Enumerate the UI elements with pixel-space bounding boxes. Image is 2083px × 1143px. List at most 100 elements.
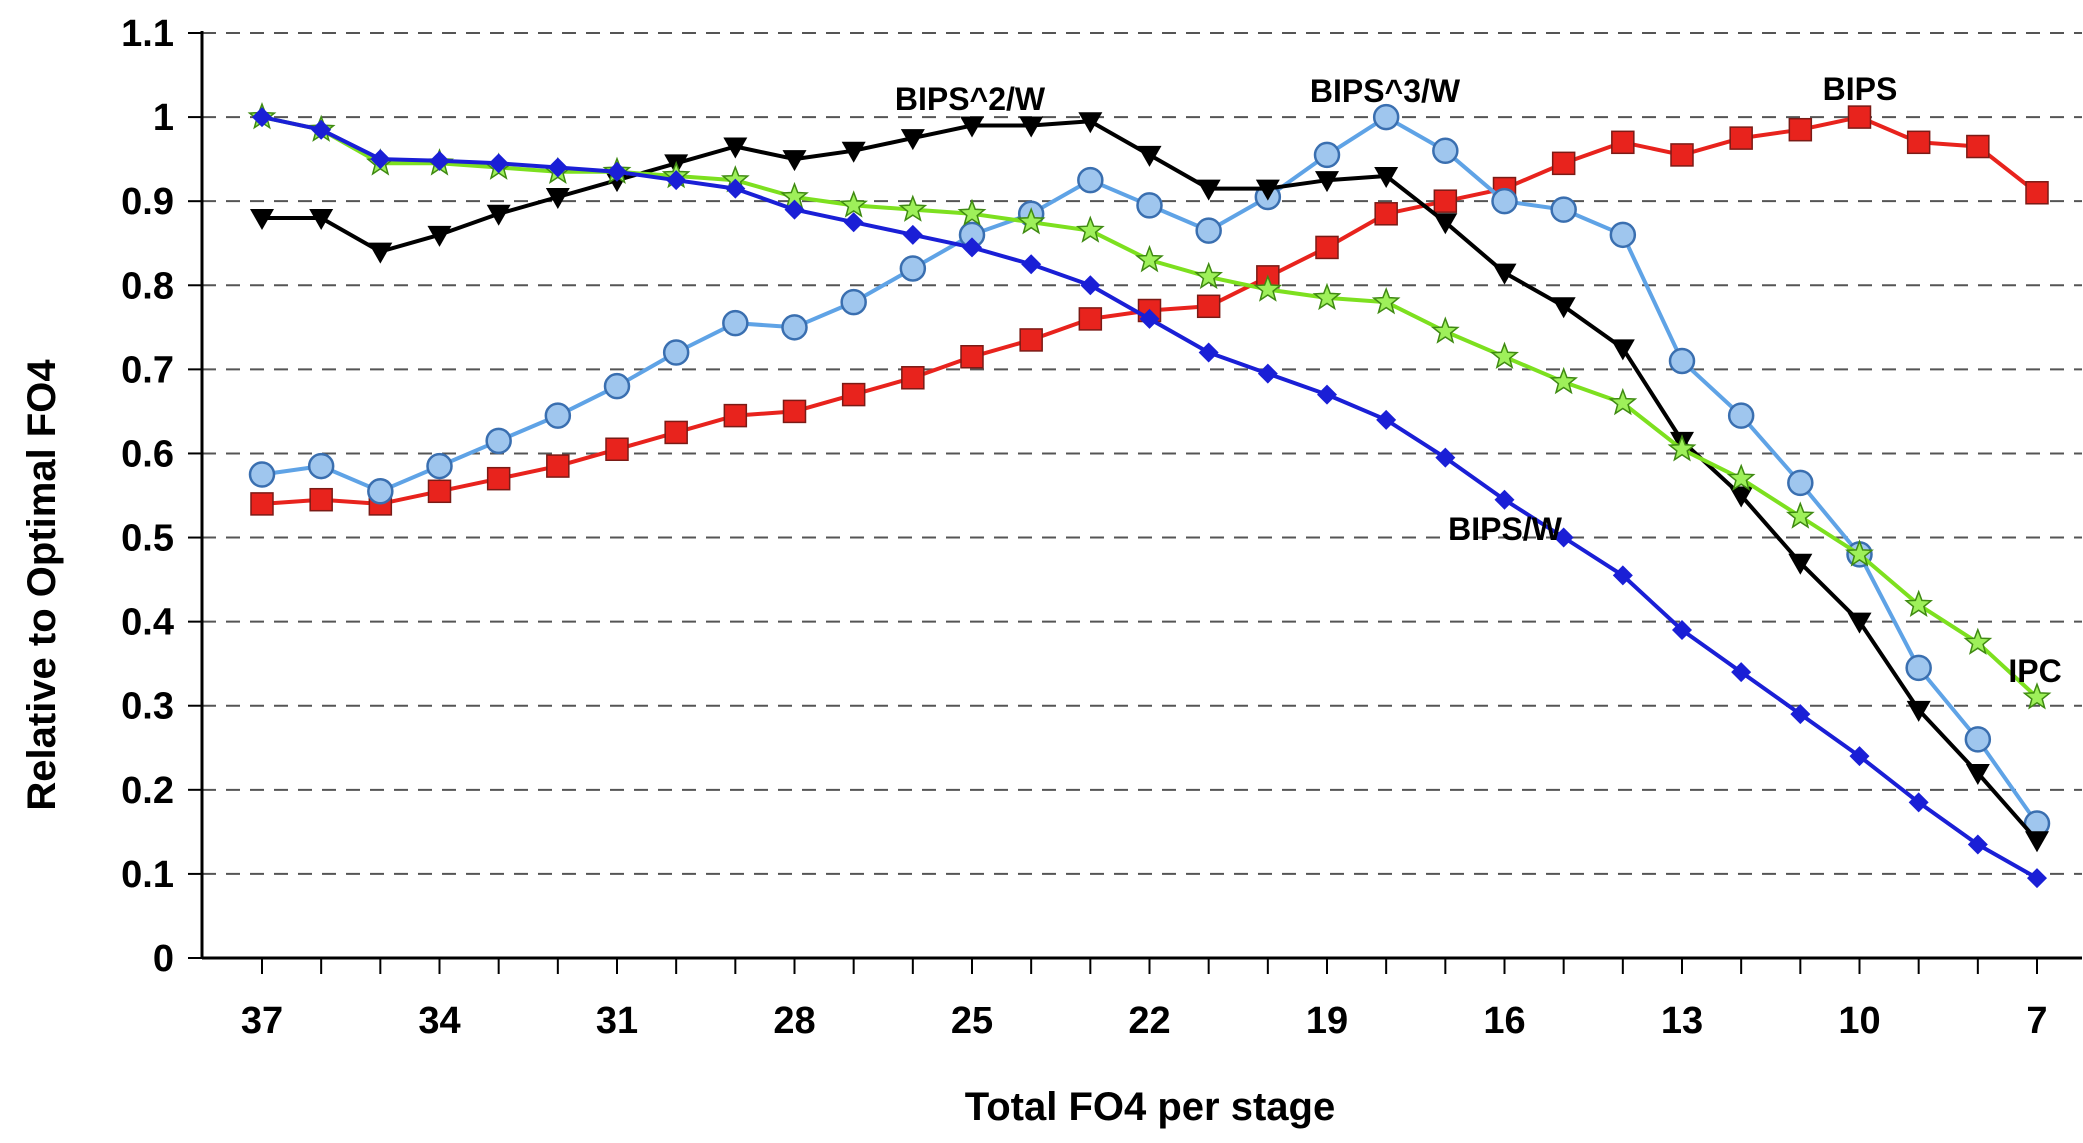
- data-point-triangle: [1019, 116, 1044, 138]
- data-point-diamond: [1021, 254, 1042, 275]
- y-tick-label: 0.7: [121, 349, 174, 391]
- data-point-triangle: [545, 187, 570, 209]
- data-point-diamond: [607, 161, 627, 182]
- data-point-star: [1785, 501, 1815, 529]
- data-point-triangle: [1788, 553, 1813, 575]
- data-point-diamond: [1790, 704, 1811, 725]
- data-point-triangle: [2025, 831, 2049, 853]
- data-point-square: [427, 479, 452, 504]
- data-point-diamond: [725, 178, 746, 199]
- data-point-circle: [367, 478, 394, 505]
- data-point-diamond: [1317, 384, 1337, 405]
- data-point-circle: [840, 288, 867, 316]
- y-tick-label: 0.8: [121, 265, 174, 307]
- data-point-triangle: [1847, 612, 1872, 634]
- data-point-star: [1845, 539, 1874, 567]
- data-point-triangle: [1137, 145, 1162, 167]
- data-point-diamond: [1612, 565, 1633, 586]
- series-line: [261, 115, 2039, 825]
- data-point-square: [1078, 307, 1103, 331]
- data-point-triangle: [1906, 700, 1931, 722]
- data-point-circle: [1609, 221, 1637, 249]
- series-label: BIPS: [1823, 71, 1898, 107]
- y-axis-title: Relative to Optimal FO4: [20, 359, 64, 811]
- data-point-diamond: [1139, 308, 1160, 329]
- data-point-star: [1904, 589, 1934, 618]
- data-point-triangle: [1196, 179, 1221, 201]
- data-point-diamond: [311, 119, 332, 140]
- data-point-square: [782, 399, 807, 424]
- data-point-square: [1315, 235, 1339, 260]
- data-point-square: [841, 382, 866, 407]
- data-point-square: [1196, 294, 1221, 319]
- data-point-star: [1667, 434, 1697, 462]
- x-tick-label: 25: [951, 1000, 993, 1042]
- data-point-diamond: [1908, 792, 1929, 813]
- series-bips-w: [252, 107, 2047, 889]
- data-point-star: [1549, 366, 1578, 395]
- data-point-circle: [1905, 654, 1932, 682]
- y-tick-label: 0.1: [121, 854, 174, 896]
- data-point-star: [1608, 387, 1638, 416]
- y-tick-label: 0.3: [121, 686, 174, 728]
- data-point-star: [898, 194, 928, 222]
- data-point-triangle: [723, 137, 748, 159]
- data-point-square: [1019, 328, 1043, 352]
- data-point-square: [901, 366, 925, 390]
- data-point-circle: [781, 314, 808, 341]
- data-point-triangle: [900, 129, 925, 151]
- data-point-diamond: [370, 149, 391, 170]
- data-point-square: [1847, 105, 1872, 129]
- data-point-triangle: [1729, 486, 1754, 508]
- data-point-diamond: [547, 157, 568, 178]
- data-point-star: [1963, 627, 1993, 655]
- x-tick-label: 19: [1306, 1000, 1348, 1042]
- series-group: [247, 101, 2052, 889]
- data-point-star: [1371, 286, 1401, 315]
- data-point-star: [1312, 282, 1342, 311]
- data-point-square: [546, 454, 570, 478]
- data-point-triangle: [486, 204, 511, 226]
- data-point-circle: [426, 452, 453, 480]
- data-point-triangle: [1315, 171, 1339, 193]
- data-point-triangle: [250, 209, 274, 230]
- data-point-triangle: [1374, 166, 1399, 188]
- y-tick-label: 1.1: [121, 13, 174, 55]
- data-point-square: [960, 345, 984, 369]
- data-point-diamond: [1553, 527, 1574, 548]
- data-point-square: [250, 492, 274, 516]
- y-tick-label: 0.5: [121, 518, 174, 560]
- data-point-square: [664, 420, 688, 445]
- data-point-diamond: [488, 153, 509, 174]
- x-tick-label: 10: [1838, 1000, 1880, 1042]
- data-point-square: [1966, 134, 1990, 159]
- y-tick-label: 0.4: [121, 602, 174, 644]
- data-point-diamond: [962, 237, 982, 258]
- data-point-square: [1374, 202, 1398, 226]
- data-point-diamond: [1376, 409, 1397, 430]
- data-point-square: [1788, 117, 1813, 142]
- axes: 0 0.1 0.2 0.3 0.4 0.5 0.6 0.7 0.8 0.9 1 1.1 37 34 31 28…: [121, 13, 2082, 1042]
- data-point-diamond: [784, 199, 805, 220]
- data-point-triangle: [309, 209, 334, 230]
- x-tick-label: 28: [773, 1000, 815, 1042]
- data-point-circle: [1372, 103, 1400, 131]
- y-tick-label: 0.2: [121, 770, 174, 812]
- data-point-star: [1726, 463, 1756, 491]
- y-tick-label: 0.9: [121, 181, 174, 223]
- data-point-circle: [1195, 217, 1222, 244]
- data-point-star: [1135, 244, 1164, 273]
- data-point-circle: [1727, 402, 1755, 429]
- data-point-circle: [603, 372, 631, 400]
- data-point-square: [1611, 130, 1635, 155]
- series-label: BIPS^3/W: [1310, 73, 1461, 109]
- data-point-diamond: [902, 224, 923, 245]
- data-point-circle: [307, 452, 335, 480]
- data-point-circle: [248, 461, 276, 488]
- data-point-square: [2025, 181, 2049, 205]
- data-point-triangle: [1965, 764, 1990, 785]
- data-point-star: [1430, 316, 1460, 344]
- x-tick-label: 37: [241, 1000, 283, 1042]
- data-point-star: [1194, 261, 1223, 290]
- data-point-circle: [485, 427, 512, 455]
